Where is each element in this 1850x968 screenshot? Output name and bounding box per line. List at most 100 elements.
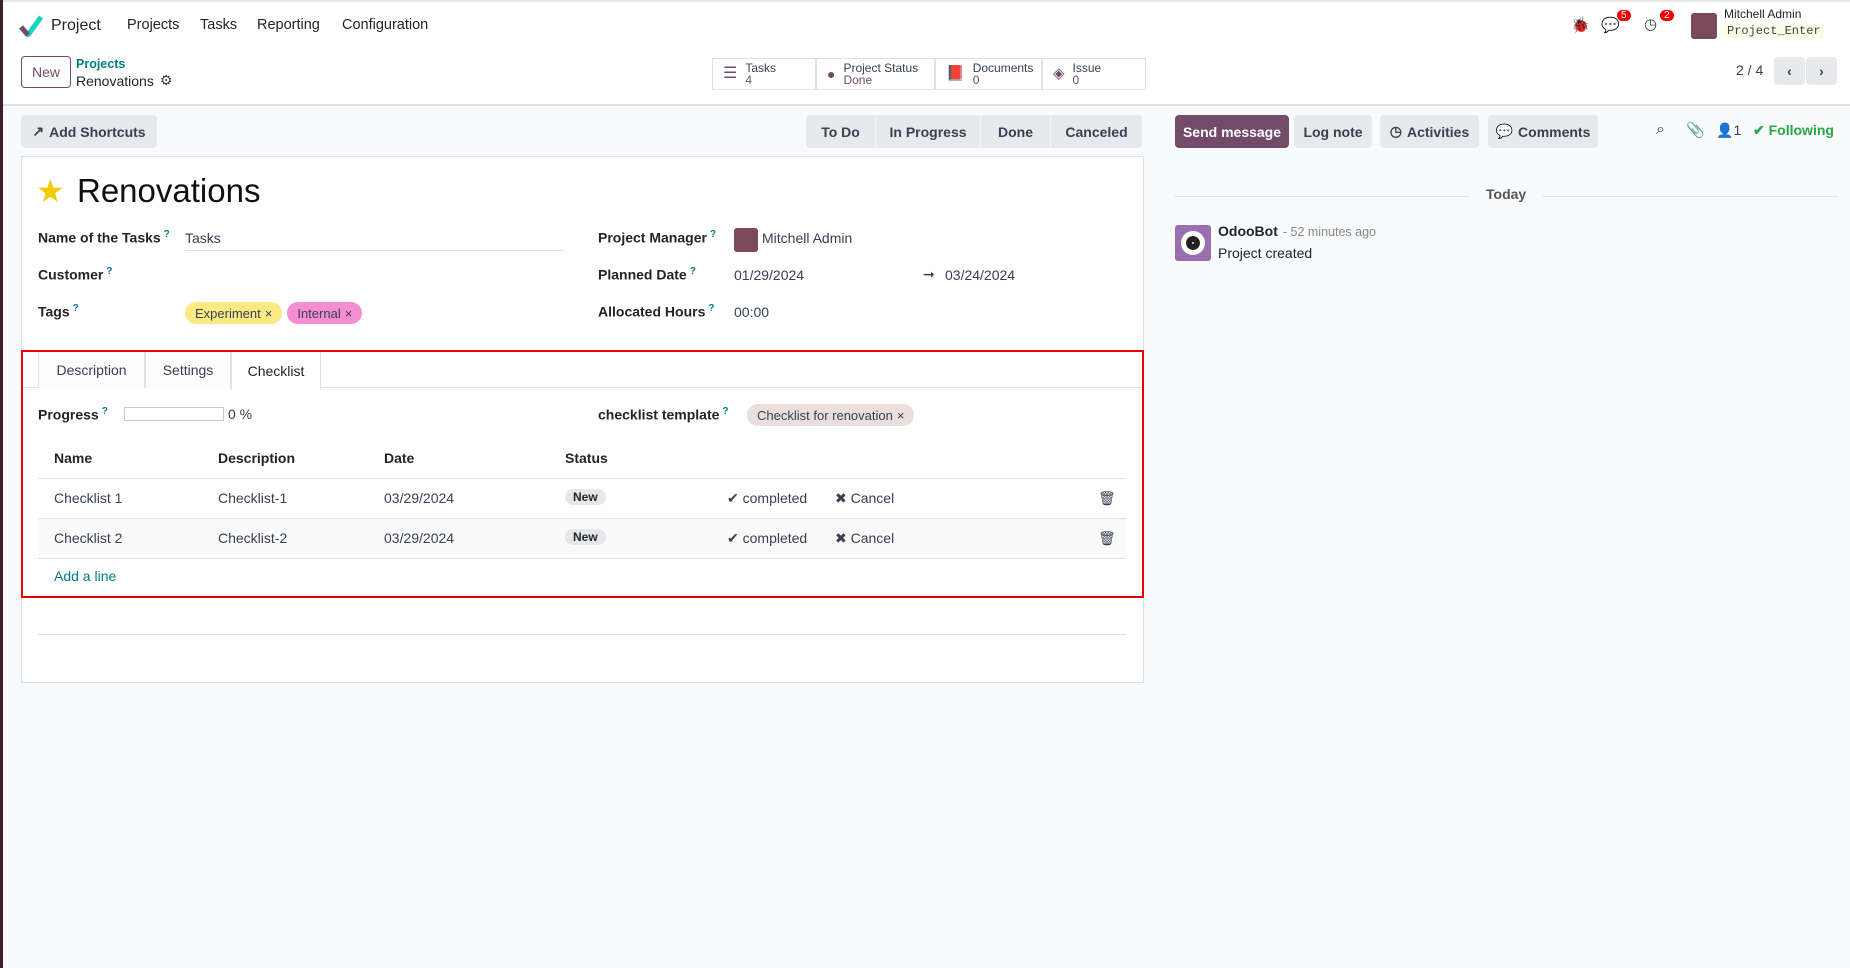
table-row[interactable]: Checklist 2 Checklist-2 03/29/2024 New ✔… [38, 518, 1126, 558]
divider [1543, 196, 1838, 197]
ticket-icon: ◈ [1053, 65, 1065, 82]
odoobot-avatar[interactable] [1175, 225, 1211, 261]
tab-checklist[interactable]: Checklist [231, 350, 321, 390]
debug-bug-icon[interactable]: 🐞 [1571, 17, 1590, 34]
breadcrumb-projects[interactable]: Projects [76, 57, 126, 71]
checklist-template-label: checklist template? [598, 406, 729, 423]
cell-date: 03/29/2024 [384, 530, 455, 546]
stat-label: Issue [1072, 61, 1102, 75]
user-avatar[interactable] [1691, 13, 1717, 39]
customer-label: Customer? [38, 266, 113, 283]
status-badge: New [565, 489, 606, 505]
tag-experiment[interactable]: Experiment × [185, 302, 283, 324]
app-name[interactable]: Project [51, 17, 101, 34]
planned-date-label: Planned Date? [598, 266, 696, 283]
comments-button[interactable]: 💬 Comments [1488, 115, 1598, 148]
tags-field[interactable]: Experiment × Internal × [185, 302, 363, 324]
menu-tasks[interactable]: Tasks [200, 17, 238, 33]
status-badge: New [565, 529, 606, 545]
messages-badge: 5 [1617, 10, 1631, 21]
remove-tag-icon[interactable]: × [896, 407, 905, 423]
following-button[interactable]: ✔ Following [1753, 122, 1834, 138]
cell-description: Checklist-2 [218, 530, 288, 546]
message-author[interactable]: OdooBot [1218, 223, 1278, 239]
user-name[interactable]: Mitchell Admin [1724, 7, 1802, 21]
trash-icon[interactable]: 🗑 [1098, 490, 1116, 506]
book-icon: 📕 [946, 65, 965, 82]
stage-bar: To Do In Progress Done Canceled [806, 115, 1142, 148]
col-status[interactable]: Status [565, 450, 608, 466]
table-end-divider [38, 558, 1126, 559]
project-manager-value[interactable]: Mitchell Admin [762, 230, 853, 246]
tag-internal[interactable]: Internal × [287, 302, 363, 324]
menu-projects[interactable]: Projects [127, 17, 180, 33]
search-icon[interactable]: ⌕ [1656, 121, 1665, 138]
app-logo-icon[interactable] [19, 15, 43, 37]
message-body: Project created [1218, 245, 1313, 261]
gear-icon[interactable]: ⚙ [159, 72, 173, 88]
project-manager-label: Project Manager? [598, 229, 717, 246]
followers-button[interactable]: 👤1 [1716, 122, 1742, 138]
stage-todo[interactable]: To Do [806, 115, 876, 148]
tabs-divider [23, 387, 1143, 388]
menu-reporting[interactable]: Reporting [257, 17, 320, 33]
date-end-input[interactable]: 03/24/2024 [945, 267, 1016, 283]
arrow-right-icon: ➞ [923, 266, 935, 282]
add-line-link[interactable]: Add a line [54, 568, 117, 584]
completed-button[interactable]: ✔ completed [727, 490, 808, 506]
manager-avatar [734, 228, 758, 252]
favorite-star-icon[interactable]: ★ [36, 173, 65, 209]
external-link-icon: ↗ [32, 123, 45, 139]
stat-issue[interactable]: ◈ Issue 0 [1042, 58, 1146, 90]
stat-documents[interactable]: 📕 Documents 0 [935, 58, 1042, 90]
remove-tag-icon[interactable]: × [344, 305, 353, 321]
stage-in-progress[interactable]: In Progress [876, 115, 981, 148]
allocated-hours-label: Allocated Hours? [598, 303, 715, 320]
completed-button[interactable]: ✔ completed [727, 530, 808, 546]
col-description[interactable]: Description [218, 450, 296, 466]
new-button[interactable]: New [21, 56, 71, 88]
allocated-hours-input[interactable]: 00:00 [734, 304, 770, 320]
pager-prev-button[interactable]: ‹ [1774, 57, 1805, 85]
messages-icon[interactable]: 💬 [1601, 17, 1620, 34]
name-tasks-input[interactable]: Tasks [185, 230, 565, 251]
trash-icon[interactable]: 🗑 [1098, 530, 1116, 546]
paperclip-icon[interactable]: 📎 [1686, 122, 1705, 139]
stat-label: Tasks [745, 61, 777, 75]
breadcrumb-current: Renovations [76, 72, 154, 89]
customer-input[interactable] [185, 262, 565, 286]
divider [38, 634, 1126, 635]
table-row[interactable]: Checklist 1 Checklist-1 03/29/2024 New ✔… [38, 478, 1126, 518]
log-note-button[interactable]: Log note [1294, 115, 1372, 148]
cell-date: 03/29/2024 [384, 490, 455, 506]
stat-project-status[interactable]: ● Project Status Done [816, 58, 935, 90]
col-date[interactable]: Date [384, 450, 415, 466]
activities-badge: 2 [1660, 10, 1674, 21]
pager-value: 2 / 4 [1736, 62, 1764, 78]
highlight-box [21, 350, 1144, 598]
stat-tasks[interactable]: ☰ Tasks 4 [712, 58, 816, 90]
add-shortcuts-label: Add Shortcuts [49, 123, 146, 140]
menu-configuration[interactable]: Configuration [342, 17, 429, 33]
cancel-button[interactable]: ✖ Cancel [835, 490, 895, 506]
tasks-icon: ☰ [723, 65, 738, 82]
date-start-input[interactable]: 01/29/2024 [734, 267, 805, 283]
checklist-template-tag[interactable]: Checklist for renovation × [747, 404, 915, 426]
project-title[interactable]: Renovations [77, 172, 261, 209]
pager-next-button[interactable]: › [1806, 57, 1837, 85]
add-shortcuts-button[interactable]: ↗ Add Shortcuts [21, 115, 157, 148]
message-header: OdooBot - 52 minutes ago [1218, 223, 1376, 239]
stat-value: 0 [972, 73, 980, 87]
cancel-button[interactable]: ✖ Cancel [835, 530, 895, 546]
stage-canceled[interactable]: Canceled [1065, 123, 1128, 140]
clock-icon[interactable]: ◷ [1644, 16, 1658, 33]
stage-done[interactable]: Done [981, 115, 1051, 148]
cell-name: Checklist 2 [54, 530, 123, 546]
remove-tag-icon[interactable]: × [264, 305, 273, 321]
tab-settings[interactable]: Settings [145, 350, 231, 388]
stat-value: 0 [1072, 73, 1080, 87]
send-message-button[interactable]: Send message [1175, 115, 1289, 148]
col-name[interactable]: Name [54, 450, 93, 466]
form-sheet [21, 156, 1144, 683]
activities-button[interactable]: ◷ Activities [1380, 115, 1479, 148]
